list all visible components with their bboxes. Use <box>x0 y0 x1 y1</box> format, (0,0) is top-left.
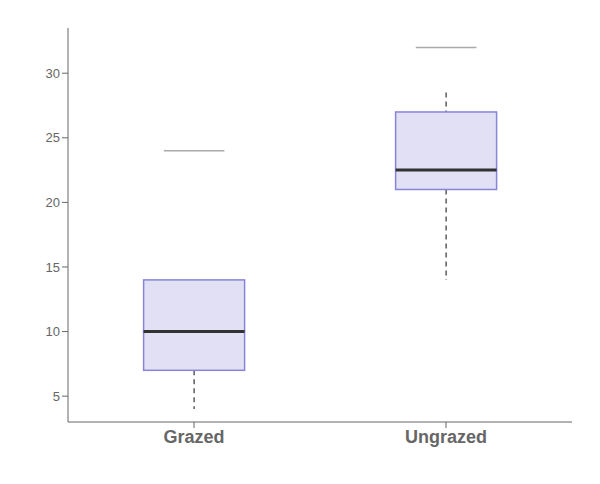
svg-text:10: 10 <box>46 324 60 339</box>
svg-text:25: 25 <box>46 130 60 145</box>
svg-text:Ungrazed: Ungrazed <box>405 427 487 447</box>
svg-text:15: 15 <box>46 260 60 275</box>
svg-text:30: 30 <box>46 66 60 81</box>
svg-text:Grazed: Grazed <box>163 427 224 447</box>
svg-text:5: 5 <box>53 389 60 404</box>
svg-text:20: 20 <box>46 195 60 210</box>
